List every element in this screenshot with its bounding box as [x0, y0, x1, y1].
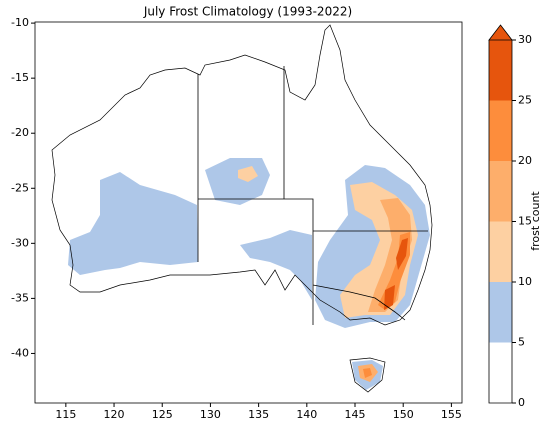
colorbar-tick-label: 15 — [518, 215, 532, 228]
plot-frame — [34, 21, 463, 404]
frost-region — [363, 368, 372, 378]
x-tick-label: 130 — [200, 408, 221, 421]
state-border — [197, 66, 428, 325]
y-tick-label: -30 — [11, 236, 29, 249]
y-tick-label: -10 — [11, 16, 29, 29]
x-tick-label: 135 — [248, 408, 269, 421]
coastline — [349, 357, 386, 393]
colorbar-segment — [489, 100, 512, 161]
colorbar-segment — [489, 342, 512, 403]
colorbar-segment — [489, 282, 512, 343]
frost-region — [384, 238, 408, 310]
colorbar-segment — [489, 221, 512, 282]
colorbar-tick-label: 0 — [518, 396, 525, 409]
x-tick-label: 125 — [152, 408, 173, 421]
chart-title: July Frost Climatology (1993-2022) — [143, 5, 352, 19]
x-tick-label: 150 — [393, 408, 414, 421]
y-tick-label: -15 — [11, 71, 29, 84]
frost-region — [205, 158, 270, 205]
x-tick-label: 120 — [104, 408, 125, 421]
x-tick-label: 115 — [55, 408, 76, 421]
colorbar-segment — [489, 40, 512, 101]
x-tick-label: 155 — [441, 408, 462, 421]
colorbar-extend — [488, 24, 513, 41]
x-tick-label: 140 — [296, 408, 317, 421]
frost-region — [368, 198, 412, 312]
frost-region — [240, 230, 312, 300]
coastline — [51, 24, 433, 326]
y-tick-label: -35 — [11, 291, 29, 304]
colorbar-tick-label: 30 — [518, 33, 532, 46]
y-tick-label: -40 — [11, 346, 29, 359]
colorbar-tick-label: 10 — [518, 275, 532, 288]
colorbar-tick-label: 25 — [518, 94, 532, 107]
x-tick-label: 145 — [345, 408, 366, 421]
colorbar-label: frost count — [529, 191, 542, 251]
map — [51, 24, 433, 393]
frost-region — [68, 172, 198, 275]
colorbar-tick-label: 5 — [518, 336, 525, 349]
frost-region — [238, 166, 258, 182]
colorbar-tick-label: 20 — [518, 154, 532, 167]
y-tick-label: -20 — [11, 126, 29, 139]
y-tick-label: -25 — [11, 181, 29, 194]
colorbar-segment — [489, 161, 512, 222]
